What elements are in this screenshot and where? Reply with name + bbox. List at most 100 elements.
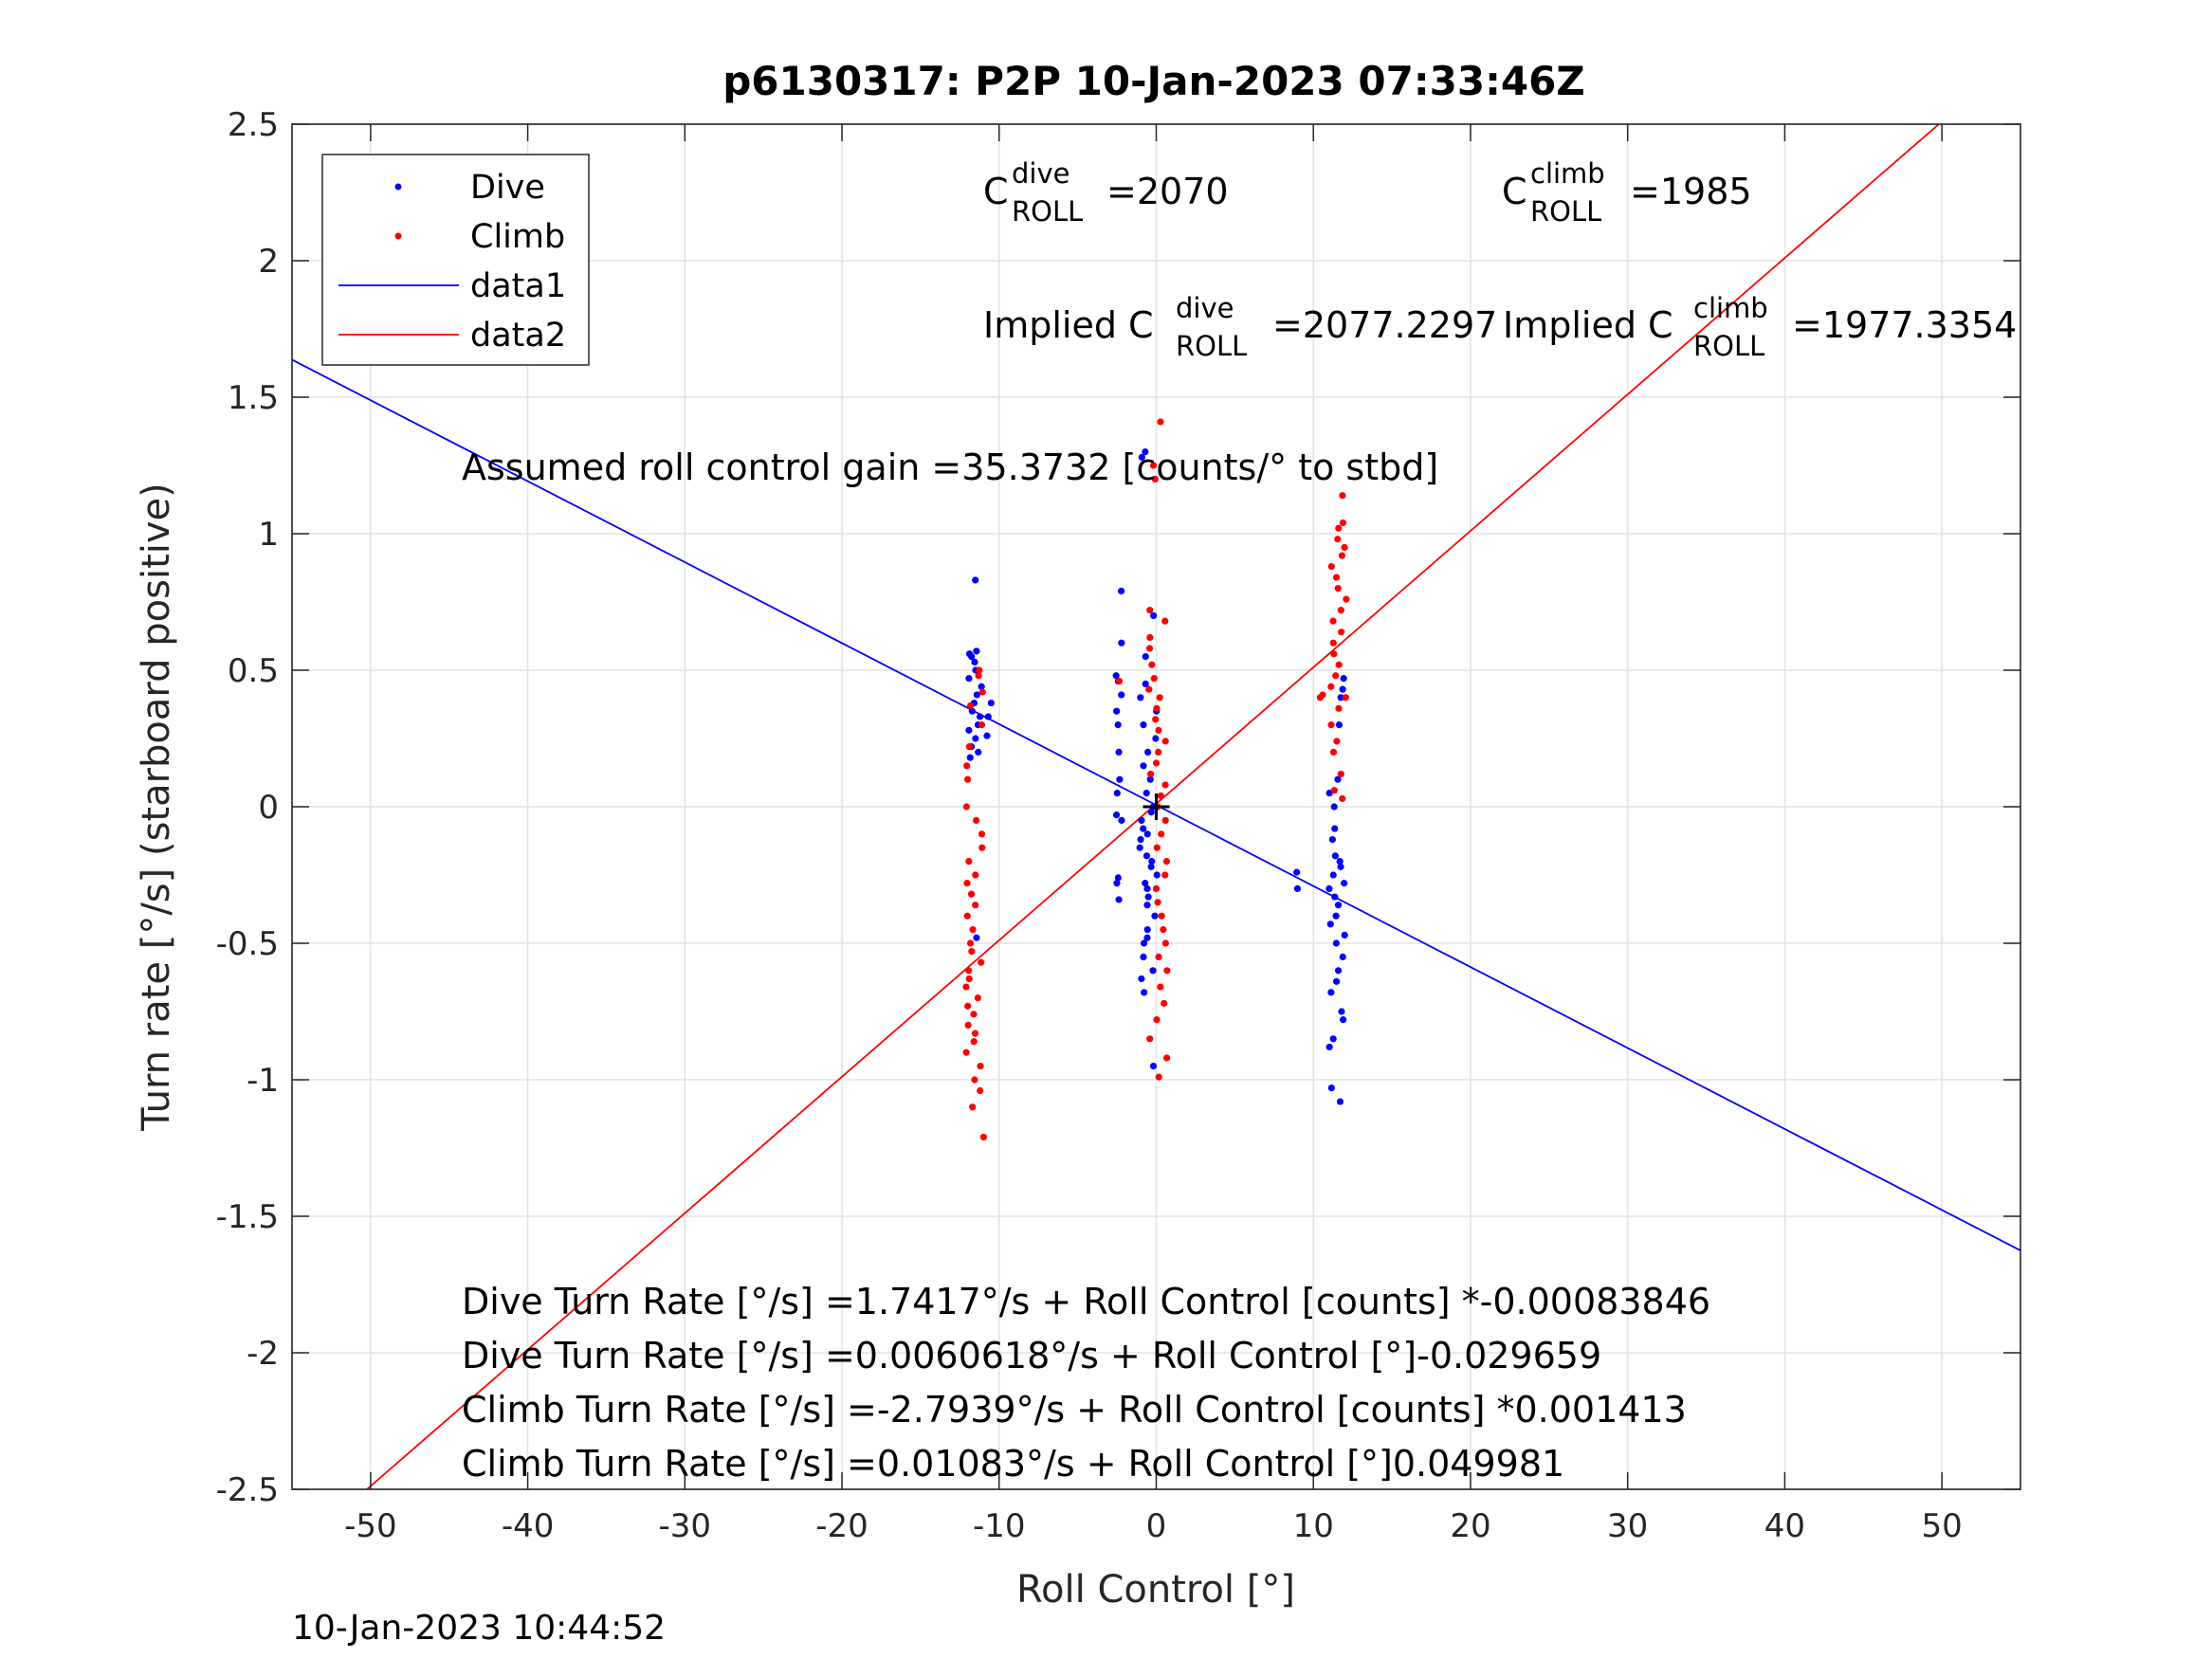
data-point-dive	[1115, 748, 1123, 757]
annotation-base: Implied C	[983, 304, 1154, 346]
x-tick-label: -30	[659, 1507, 712, 1545]
data-point-climb	[964, 1021, 972, 1029]
data-point-climb	[1338, 629, 1345, 636]
data-point-climb	[963, 775, 972, 783]
data-point-climb	[1115, 677, 1124, 685]
data-point-climb	[1338, 552, 1346, 559]
data-point-dive	[968, 707, 976, 715]
data-point-climb	[1151, 475, 1159, 483]
data-point-dive	[1140, 721, 1147, 729]
data-point-dive	[1142, 653, 1149, 661]
data-point-climb	[1329, 748, 1338, 757]
data-point-climb	[970, 1011, 978, 1018]
data-point-dive	[983, 732, 991, 739]
data-point-climb	[965, 975, 973, 983]
x-tick-label: 40	[1764, 1507, 1805, 1545]
data-point-climb	[963, 762, 971, 770]
data-point-climb	[1150, 675, 1158, 683]
data-points	[962, 418, 1350, 1141]
data-point-dive	[1331, 825, 1339, 832]
data-point-dive	[1334, 967, 1343, 975]
data-point-dive	[1326, 921, 1334, 928]
data-point-dive	[1340, 675, 1347, 683]
data-point-climb	[1147, 770, 1155, 778]
data-point-dive	[973, 647, 980, 655]
data-point-dive	[1143, 852, 1151, 860]
data-point-climb	[963, 880, 971, 887]
fit-equations: Dive Turn Rate [°/s] =1.7417°/s + Roll C…	[462, 1281, 1710, 1485]
data-point-climb	[1153, 704, 1161, 712]
data-point-climb	[1157, 983, 1164, 991]
data-point-dive	[1341, 880, 1348, 887]
annotation-c-dive: C dive ROLL =2070	[983, 157, 1229, 228]
data-point-climb	[978, 721, 986, 729]
x-tick-label: -50	[344, 1507, 397, 1545]
data-point-climb	[962, 1048, 970, 1056]
data-point-dive	[1113, 707, 1121, 715]
data-point-climb	[1161, 781, 1169, 789]
data-point-dive	[1327, 989, 1335, 996]
data-point-climb	[962, 983, 970, 991]
data-point-dive	[1325, 884, 1333, 893]
data-point-climb	[1161, 816, 1169, 825]
data-point-climb	[1161, 871, 1169, 879]
data-point-climb	[1162, 1054, 1171, 1062]
x-tick-label: 30	[1607, 1507, 1648, 1545]
y-tick-label: 0.5	[228, 652, 279, 690]
data-point-dive	[1137, 835, 1144, 844]
data-point-climb	[1152, 759, 1161, 767]
data-point-climb	[1332, 574, 1341, 581]
data-point-climb	[1146, 1035, 1154, 1043]
data-point-dive	[1330, 803, 1338, 811]
data-point-dive	[1293, 868, 1301, 876]
axis-ticks	[292, 123, 2020, 1490]
data-point-dive	[1118, 587, 1125, 595]
data-point-dive	[1143, 934, 1151, 941]
annotation-implied-climb: Implied C climb ROLL =1977.3354	[1503, 292, 2017, 362]
data-point-dive	[1143, 884, 1151, 893]
data-point-dive	[1137, 694, 1144, 702]
data-point-climb	[1161, 738, 1169, 745]
data-point-climb	[1153, 844, 1161, 851]
annotation-sub: ROLL	[1693, 330, 1764, 362]
data-point-climb	[1333, 738, 1341, 745]
data-point-climb	[1334, 536, 1342, 543]
data-point-climb	[1330, 787, 1338, 794]
data-point-dive	[1140, 825, 1147, 832]
equation-dive-degrees: Dive Turn Rate [°/s] =0.0060618°/s + Rol…	[462, 1335, 1601, 1376]
data-point-climb	[1332, 672, 1340, 680]
data-point-dive	[975, 748, 982, 757]
data-point-dive	[1332, 912, 1340, 920]
annotation-value: =2070	[1106, 171, 1229, 212]
y-tick-label: -2.5	[216, 1471, 279, 1509]
data-point-climb	[1160, 926, 1167, 934]
data-point-climb	[978, 688, 986, 696]
data-point-dive	[1143, 790, 1150, 797]
data-point-dive	[1149, 967, 1157, 975]
data-point-dive	[1142, 880, 1149, 887]
data-point-climb	[1161, 617, 1169, 625]
annotation-value: =1977.3354	[1792, 304, 2017, 346]
data-point-climb	[962, 803, 970, 811]
data-point-dive	[978, 683, 985, 690]
data-point-dive	[1118, 639, 1125, 647]
data-point-climb	[1152, 716, 1160, 723]
legend-label-data1: data1	[470, 267, 566, 305]
data-point-climb	[1327, 562, 1335, 571]
data-point-climb	[976, 666, 983, 674]
data-point-climb	[965, 858, 973, 866]
data-point-dive	[1112, 811, 1121, 819]
data-point-climb	[977, 1063, 984, 1070]
legend-marker-climb	[394, 232, 402, 240]
data-point-dive	[1147, 863, 1155, 870]
data-point-dive	[968, 653, 976, 661]
x-tick-label: -10	[973, 1507, 1026, 1545]
data-point-dive	[1143, 926, 1151, 934]
data-point-dive	[1142, 680, 1149, 688]
data-point-climb	[968, 948, 976, 956]
data-point-climb	[1327, 683, 1335, 690]
data-point-dive	[972, 576, 979, 584]
data-point-dive	[1143, 902, 1151, 909]
data-point-dive	[966, 754, 974, 761]
